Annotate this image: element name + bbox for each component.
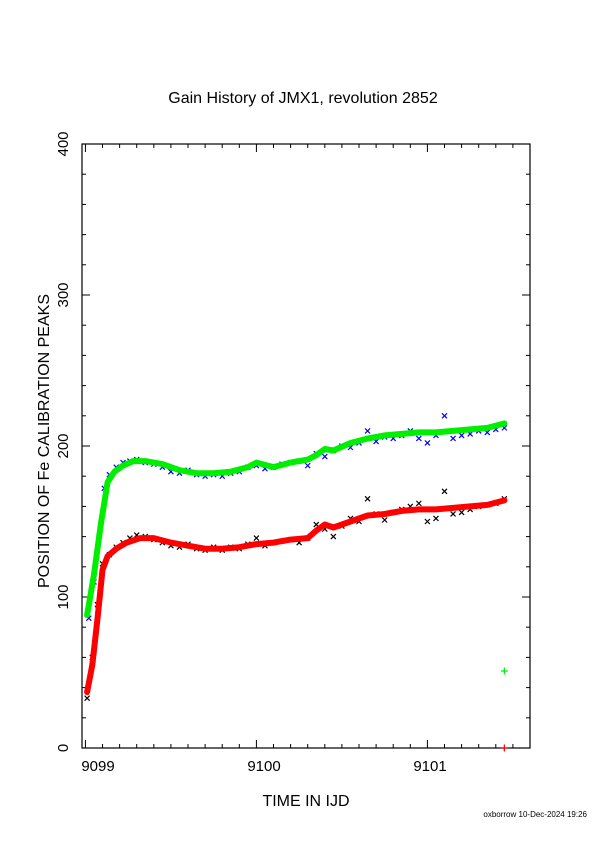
y-tick-label-300: 300 [55, 282, 72, 307]
data-point [500, 744, 508, 752]
data-point [84, 695, 91, 702]
x-tick-label-9100: 9100 [247, 758, 280, 775]
y-tick-label-0: 0 [55, 744, 72, 752]
data-point [450, 511, 456, 517]
data-point [500, 667, 508, 675]
data-point [253, 535, 260, 542]
series-2 [84, 420, 508, 619]
series-4 [500, 667, 508, 675]
data-point [458, 432, 465, 439]
data-point [381, 517, 388, 523]
chart-title: Gain History of JMX1, revolution 2852 [168, 90, 438, 107]
series-3-line [84, 497, 508, 696]
series-1 [84, 488, 508, 702]
x-axis-label: TIME IN IJD [262, 793, 349, 810]
y-tick-label-400: 400 [55, 131, 72, 156]
x-tick-label-9101: 9101 [413, 758, 446, 775]
series-3 [84, 497, 508, 696]
series-0 [85, 412, 508, 622]
data-point [304, 462, 311, 469]
plot-frame [81, 143, 531, 749]
x-tick-label-9099: 9099 [81, 758, 114, 775]
data-point [441, 412, 448, 419]
data-marks [84, 412, 508, 752]
data-point [364, 427, 371, 434]
y-tick-label-100: 100 [55, 584, 72, 609]
data-point [415, 500, 422, 507]
y-tick-label-200: 200 [55, 433, 72, 458]
data-point [433, 515, 439, 522]
y-axis-label: POSITION OF Fe CALIBRATION PEAKS [36, 294, 53, 588]
series-2-line [84, 420, 508, 619]
data-point [450, 435, 456, 442]
data-point [364, 495, 371, 502]
series-5 [500, 744, 508, 752]
data-point [415, 435, 422, 442]
axis-ticks [82, 143, 531, 749]
data-point [321, 453, 328, 460]
data-point [424, 518, 431, 525]
data-point [441, 488, 448, 495]
data-point [330, 533, 337, 540]
footer-credit: oxborrow 10-Dec-2024 19:26 [483, 810, 587, 819]
data-point [424, 440, 431, 446]
data-point [458, 509, 465, 516]
